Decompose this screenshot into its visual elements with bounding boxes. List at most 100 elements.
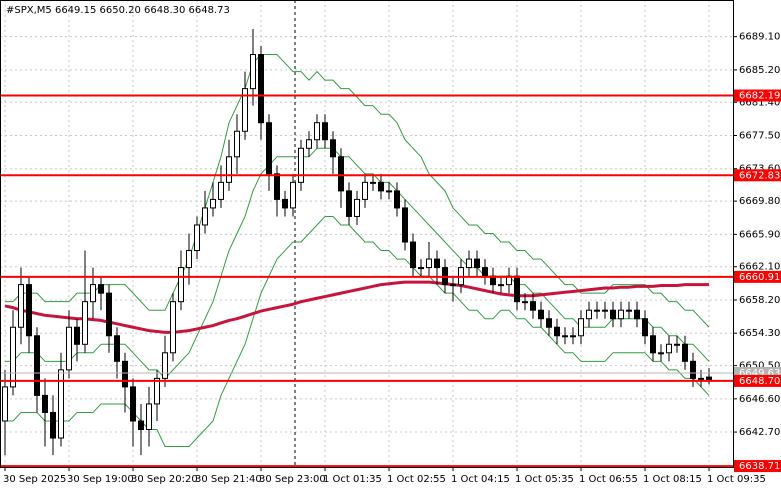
candle-body bbox=[522, 301, 528, 304]
candle-body bbox=[402, 207, 408, 243]
candle-body bbox=[386, 190, 392, 193]
candle-body bbox=[130, 386, 136, 422]
y-tick-label: 6681.40 bbox=[739, 97, 780, 108]
x-tick-label: 30 Sep 19:00 bbox=[67, 474, 134, 485]
bollinger-band bbox=[5, 215, 710, 448]
candle-body bbox=[426, 258, 432, 269]
candle-body bbox=[666, 343, 672, 354]
candle-body bbox=[362, 181, 368, 200]
x-tick-label: 1 Oct 02:55 bbox=[387, 474, 446, 485]
candle-body bbox=[610, 309, 616, 320]
candle-body bbox=[330, 139, 336, 158]
y-tick-label: 6677.50 bbox=[739, 130, 780, 141]
x-tick-label: 30 Sep 2025 bbox=[3, 474, 66, 485]
x-tick-label: 1 Oct 09:35 bbox=[707, 474, 766, 485]
y-tick-label: 6662.10 bbox=[739, 262, 780, 273]
candle-body bbox=[42, 394, 48, 413]
candle-body bbox=[394, 190, 400, 209]
candle-body bbox=[538, 309, 544, 320]
candle-body bbox=[578, 318, 584, 337]
candle-body bbox=[674, 343, 680, 346]
candle-body bbox=[162, 352, 168, 379]
candle-body bbox=[466, 258, 472, 269]
candle-body bbox=[370, 181, 376, 184]
candle-body bbox=[106, 292, 112, 337]
candle-body bbox=[90, 284, 96, 303]
level-label: 6638.71 bbox=[739, 461, 780, 472]
candle-body bbox=[50, 411, 56, 439]
moving-average bbox=[4, 280, 709, 334]
candle-body bbox=[434, 258, 440, 269]
candle-body bbox=[18, 284, 24, 328]
current-price-label: 6649.63 bbox=[739, 368, 780, 379]
candle-body bbox=[194, 224, 200, 252]
candle-body bbox=[290, 181, 296, 209]
candle-body bbox=[498, 284, 504, 287]
y-tick-label: 6685.20 bbox=[739, 65, 780, 76]
x-tick-label: 1 Oct 04:15 bbox=[451, 474, 510, 485]
x-tick-label: 30 Sep 23:00 bbox=[259, 474, 326, 485]
x-tick-label: 30 Sep 21:40 bbox=[195, 474, 262, 485]
candle-body bbox=[642, 318, 648, 337]
candle-body bbox=[202, 207, 208, 226]
candle-body bbox=[234, 130, 240, 158]
level-label: 6648.70 bbox=[739, 376, 780, 387]
level-tag bbox=[734, 169, 781, 182]
candle-body bbox=[602, 309, 608, 312]
candle-body bbox=[682, 343, 688, 362]
candle-body bbox=[242, 88, 248, 132]
candle-body bbox=[514, 275, 520, 303]
candle-body bbox=[322, 122, 328, 141]
candle-body bbox=[338, 156, 344, 192]
candle-body bbox=[418, 267, 424, 270]
candle-body bbox=[658, 352, 664, 355]
plot-frame bbox=[0, 0, 734, 468]
candle-body bbox=[82, 301, 88, 345]
candle-body bbox=[218, 181, 224, 200]
x-tick-label: 1 Oct 06:55 bbox=[579, 474, 638, 485]
candle-body bbox=[530, 301, 536, 311]
candle-body bbox=[282, 198, 288, 209]
candle-body bbox=[226, 156, 232, 183]
y-tick-label: 6642.70 bbox=[739, 427, 780, 438]
y-tick-label: 6646.60 bbox=[739, 394, 780, 405]
candle-body bbox=[74, 326, 80, 345]
candle-body bbox=[170, 301, 176, 354]
level-tag bbox=[734, 270, 781, 283]
candle-body bbox=[210, 198, 216, 209]
grid bbox=[0, 0, 733, 467]
candle-body bbox=[650, 335, 656, 354]
candle-body bbox=[306, 139, 312, 149]
candle-body bbox=[26, 284, 32, 337]
candle-body bbox=[354, 198, 360, 217]
candle-body bbox=[314, 122, 320, 141]
candle-body bbox=[122, 360, 128, 388]
chart-title: #SPX,M5 6649.15 6650.20 6648.30 6648.73 bbox=[6, 5, 230, 16]
y-tick-label: 6669.80 bbox=[739, 196, 780, 207]
candle-body bbox=[34, 335, 40, 396]
candle-body bbox=[554, 326, 560, 337]
plot bbox=[0, 28, 733, 468]
candle-body bbox=[274, 173, 280, 200]
x-tick-label: 1 Oct 01:35 bbox=[323, 474, 382, 485]
candle-body bbox=[266, 122, 272, 175]
x-tick-label: 1 Oct 05:35 bbox=[515, 474, 574, 485]
candle-body bbox=[2, 386, 8, 422]
candle-body bbox=[154, 377, 160, 405]
candle-body bbox=[10, 326, 16, 388]
candle-body bbox=[186, 250, 192, 269]
candle-body bbox=[450, 284, 456, 287]
y-tick-label: 6650.50 bbox=[739, 361, 780, 372]
x-tick-label: 1 Oct 08:15 bbox=[643, 474, 702, 485]
candle-body bbox=[410, 241, 416, 269]
candle-body bbox=[546, 318, 552, 328]
candle-body bbox=[626, 309, 632, 312]
candle-body bbox=[138, 420, 144, 431]
level-label: 6660.91 bbox=[739, 272, 780, 283]
candle-body bbox=[586, 309, 592, 320]
x-tick-label: 30 Sep 20:20 bbox=[131, 474, 198, 485]
candle-body bbox=[58, 369, 64, 439]
